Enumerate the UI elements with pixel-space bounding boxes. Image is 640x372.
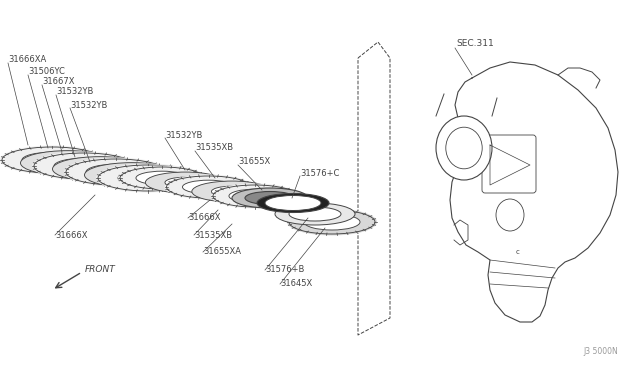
Ellipse shape: [84, 163, 179, 187]
Ellipse shape: [232, 188, 308, 208]
Ellipse shape: [0, 145, 104, 174]
Text: 31666X: 31666X: [55, 231, 88, 240]
Ellipse shape: [304, 214, 360, 230]
Ellipse shape: [289, 207, 341, 221]
Ellipse shape: [287, 208, 377, 235]
Ellipse shape: [118, 170, 178, 186]
Text: 31655X: 31655X: [238, 157, 270, 167]
Ellipse shape: [77, 163, 124, 175]
Ellipse shape: [86, 164, 146, 180]
Ellipse shape: [20, 151, 115, 175]
Ellipse shape: [45, 157, 92, 169]
Ellipse shape: [32, 151, 136, 180]
Ellipse shape: [118, 166, 206, 190]
Ellipse shape: [96, 164, 200, 192]
Ellipse shape: [164, 174, 253, 199]
Ellipse shape: [64, 157, 168, 186]
Text: 31506YC: 31506YC: [28, 67, 65, 77]
FancyBboxPatch shape: [482, 135, 536, 193]
Text: 31532YB: 31532YB: [70, 100, 108, 109]
Ellipse shape: [275, 203, 355, 225]
Text: FRONT: FRONT: [85, 266, 116, 275]
Text: 31535XB: 31535XB: [195, 144, 233, 153]
Ellipse shape: [52, 157, 147, 182]
Text: 31535XB: 31535XB: [194, 231, 232, 240]
Ellipse shape: [245, 192, 295, 205]
Ellipse shape: [145, 172, 225, 193]
Text: 31667X: 31667X: [42, 77, 74, 87]
Ellipse shape: [211, 186, 252, 197]
Ellipse shape: [54, 158, 114, 174]
Text: 31532YB: 31532YB: [56, 87, 93, 96]
Ellipse shape: [436, 116, 492, 180]
Text: J3 5000N: J3 5000N: [583, 347, 618, 356]
Ellipse shape: [182, 180, 234, 194]
Text: c: c: [516, 249, 520, 255]
Text: 31655XA: 31655XA: [203, 247, 241, 257]
Ellipse shape: [257, 193, 329, 212]
Text: 31666X: 31666X: [188, 214, 221, 222]
Ellipse shape: [192, 181, 271, 202]
Ellipse shape: [229, 189, 281, 203]
Text: 31576+C: 31576+C: [300, 169, 339, 177]
Ellipse shape: [136, 171, 188, 185]
Text: 31645X: 31645X: [280, 279, 312, 289]
Text: 31666XA: 31666XA: [8, 55, 46, 64]
Ellipse shape: [109, 169, 156, 181]
Ellipse shape: [22, 152, 82, 168]
Ellipse shape: [211, 183, 299, 208]
Text: SEC.311: SEC.311: [456, 38, 493, 48]
Text: 31532YB: 31532YB: [165, 131, 202, 140]
Ellipse shape: [265, 196, 321, 211]
Ellipse shape: [165, 177, 205, 188]
Text: 31576+B: 31576+B: [265, 266, 305, 275]
